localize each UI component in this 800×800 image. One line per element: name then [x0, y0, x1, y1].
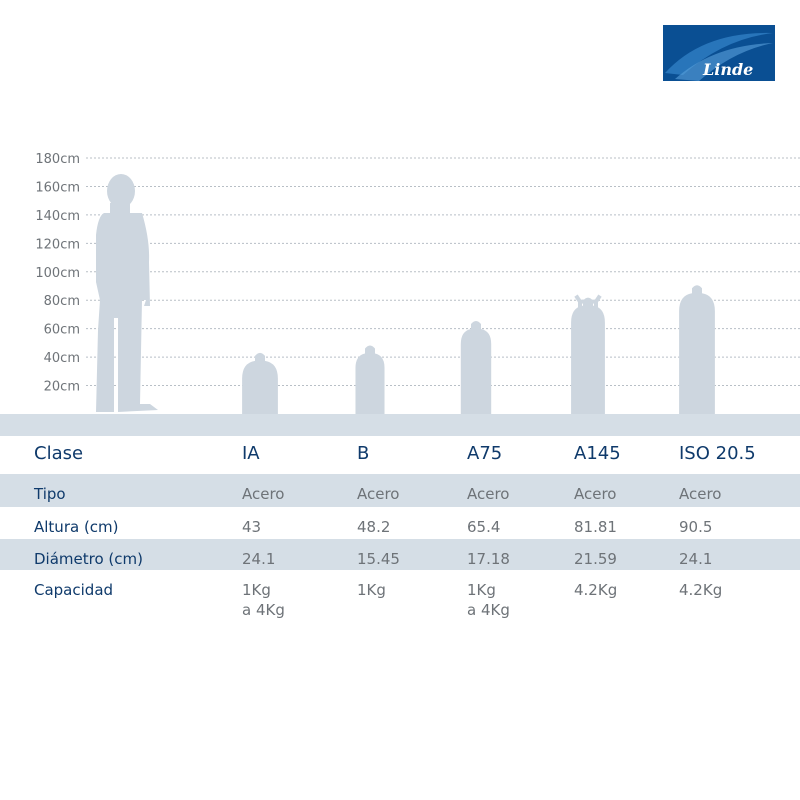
spec-table: Clase IA B A75 A145 ISO 20.5 Tipo Acero Acero Ace… [0, 436, 800, 630]
table-cell-line: IA [242, 443, 260, 464]
grid [86, 157, 800, 387]
y-tick-label: 80cm [44, 294, 80, 309]
y-tick-label: 140cm [35, 209, 80, 224]
table-cell: 48.2 [357, 517, 390, 537]
table-cell-line: ISO 20.5 [679, 443, 756, 464]
cylinder-bar-iso-20-5 [679, 285, 715, 414]
table-cell-line: 90.5 [679, 518, 713, 536]
table-cell-line: 24.1 [242, 550, 276, 568]
table-cell: 15.45 [357, 549, 400, 569]
table-row: Tipo Acero Acero Acero Acero Acero [0, 474, 800, 507]
table-cell-line: 15.45 [357, 550, 400, 568]
table-cell: Acero [242, 484, 285, 504]
table-cell: Acero [574, 484, 617, 504]
row-label: Capacidad [34, 581, 114, 599]
y-tick-label: 60cm [44, 323, 80, 338]
table-cell-line: Acero [679, 485, 722, 503]
table-cell-line: 65.4 [467, 518, 501, 536]
table-cell: 1Kg a 4Kg [467, 580, 510, 620]
table-cell: 24.1 [242, 549, 275, 569]
table-cell-line: B [357, 443, 370, 464]
table-row: Capacidad 1Kg a 4Kg 1Kg 1Kg a 4Kg 4.2Kg 4.2Kg [0, 570, 800, 630]
table-cell-line: 1Kg [242, 581, 271, 599]
row-label: Diámetro (cm) [34, 550, 143, 568]
table-cell: 65.4 [467, 517, 500, 537]
row-label: Tipo [34, 485, 66, 503]
table-cell-line: 43 [242, 518, 262, 536]
table-cell-line: Acero [357, 485, 400, 503]
cylinder-guard-icon [574, 294, 602, 318]
table-cell: Acero [467, 484, 510, 504]
linde-logo: Linde [663, 25, 775, 81]
table-cell-line: a 4Kg [467, 601, 510, 619]
table-cell: B [357, 444, 369, 464]
table-cell: Acero [357, 484, 400, 504]
table-row: Altura (cm) 43 48.2 65.4 81.81 90.5 [0, 507, 800, 539]
table-cell-line: Acero [242, 485, 285, 503]
row-label: Altura (cm) [34, 518, 119, 536]
table-cell-line: 4.2Kg [574, 581, 618, 599]
y-tick-label: 120cm [35, 237, 80, 252]
table-cell-line: A145 [574, 443, 621, 464]
table-cell: 43 [242, 517, 261, 537]
header-label: Clase [34, 443, 84, 464]
table-cell: A75 [467, 444, 502, 464]
cylinder-bar-b [355, 345, 385, 414]
table-cell-line: A75 [467, 443, 503, 464]
table-cell: IA [242, 444, 260, 464]
table-cell: Acero [679, 484, 722, 504]
table-cell: A145 [574, 444, 621, 464]
table-cell: 24.1 [679, 549, 712, 569]
table-row: Diámetro (cm) 24.1 15.45 17.18 21.59 24.1 [0, 539, 800, 570]
cylinders [242, 285, 715, 414]
table-cell-line: a 4Kg [242, 601, 285, 619]
table-cell-line: 4.2Kg [679, 581, 723, 599]
y-tick-label: 180cm [35, 152, 80, 167]
table-cell-line: 1Kg [357, 581, 386, 599]
y-tick-label: 20cm [44, 380, 80, 395]
table-cell: 1Kg [357, 580, 386, 600]
table-cell-line: 21.59 [574, 550, 617, 568]
y-tick-label: 40cm [44, 351, 80, 366]
table-cell-line: 17.18 [467, 550, 510, 568]
table-cell: 17.18 [467, 549, 510, 569]
cylinder-bar-a75 [460, 320, 492, 414]
y-tick-label: 160cm [35, 180, 80, 195]
cylinder-bar-a145 [571, 297, 605, 414]
table-cell: ISO 20.5 [679, 444, 756, 464]
table-row: Clase IA B A75 A145 ISO 20.5 [0, 436, 800, 474]
table-cell: 81.81 [574, 517, 617, 537]
person-silhouette-icon [96, 174, 158, 412]
table-cell: 21.59 [574, 549, 617, 569]
table-cell: 4.2Kg [679, 580, 722, 600]
table-cell-line: Acero [467, 485, 510, 503]
y-axis-ticks: 20cm 40cm 60cm 80cm 100cm 120cm 140cm 160cm 180c… [35, 152, 80, 395]
table-cell: 1Kg a 4Kg [242, 580, 285, 620]
table-cell-line: 48.2 [357, 518, 391, 536]
table-cell-line: 24.1 [679, 550, 713, 568]
table-cell: 4.2Kg [574, 580, 617, 600]
cylinder-bar-ia [242, 352, 278, 414]
chart-baseline-band [0, 414, 800, 436]
logo-text: Linde [702, 60, 753, 79]
table-cell: 90.5 [679, 517, 712, 537]
table-cell-line: Acero [574, 485, 617, 503]
y-tick-label: 100cm [35, 266, 80, 281]
height-comparison-chart: 20cm 40cm 60cm 80cm 100cm 120cm 140cm 160cm 180c… [0, 152, 800, 436]
table-cell-line: 81.81 [574, 518, 617, 536]
table-cell-line: 1Kg [467, 581, 496, 599]
